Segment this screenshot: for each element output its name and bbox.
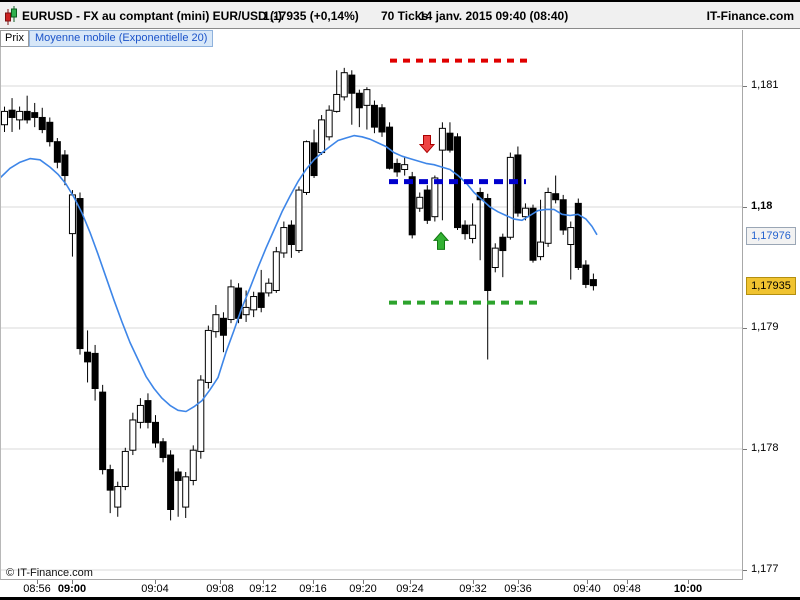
time-axis-label: 09:20 bbox=[349, 583, 377, 595]
window-bottom-edge bbox=[0, 597, 800, 600]
price-axis-tick bbox=[743, 448, 747, 450]
price-axis-tick bbox=[743, 569, 747, 571]
time-axis-tick bbox=[518, 580, 519, 584]
time-axis-label: 09:00 bbox=[57, 583, 87, 595]
time-axis-label: 09:16 bbox=[299, 583, 327, 595]
tab-prix[interactable]: Prix bbox=[0, 30, 29, 47]
time-axis-label: 09:24 bbox=[396, 583, 424, 595]
time-axis-tick bbox=[72, 580, 73, 584]
candle-canvas[interactable] bbox=[0, 30, 743, 580]
time-axis-label: 10:00 bbox=[673, 583, 703, 595]
instrument-title: EURUSD - FX au comptant (mini) EUR/USD (… bbox=[22, 9, 282, 23]
price-axis-tick bbox=[743, 85, 747, 87]
last-price-change: 1,17935 (+0,14%) bbox=[263, 9, 359, 23]
time-axis[interactable]: 08:56 09:00 09:04 09:08 09:12 09:16 09:20 09:24… bbox=[0, 580, 743, 597]
copyright-watermark: © IT-Finance.com bbox=[6, 567, 93, 579]
time-axis-label: 09:48 bbox=[613, 583, 641, 595]
price-axis-label: 1,18 bbox=[751, 200, 773, 212]
chart-toolbar: Prix Moyenne mobile (Exponentielle 20) bbox=[0, 30, 214, 47]
time-axis-label: 09:08 bbox=[206, 583, 234, 595]
plot-border bbox=[0, 30, 743, 580]
time-axis-tick bbox=[220, 580, 221, 584]
time-axis-label: 09:40 bbox=[573, 583, 601, 595]
time-axis-tick bbox=[313, 580, 314, 584]
price-axis-label: 1,178 bbox=[751, 442, 779, 454]
time-axis-tick bbox=[688, 580, 689, 584]
time-axis-label: 09:04 bbox=[141, 583, 169, 595]
time-axis-label: 08:56 bbox=[23, 583, 51, 595]
time-axis-tick bbox=[263, 580, 264, 584]
last-price-label: 1,17935 bbox=[746, 276, 796, 295]
chart-resolution: 70 Ticks bbox=[381, 9, 429, 23]
time-axis-label: 09:12 bbox=[249, 583, 277, 595]
price-axis-tick bbox=[743, 327, 747, 329]
price-axis-label: 1,179 bbox=[751, 321, 779, 333]
time-axis-label: 09:32 bbox=[459, 583, 487, 595]
buy-signal-arrow bbox=[432, 231, 450, 250]
candlestick-logo-icon bbox=[5, 6, 17, 25]
time-axis-tick bbox=[473, 580, 474, 584]
price-axis-label: 1,177 bbox=[751, 563, 779, 575]
sell-signal-arrow bbox=[418, 135, 436, 154]
price-axis-label: 1,181 bbox=[751, 79, 779, 91]
tab-moving-average-indicator[interactable]: Moyenne mobile (Exponentielle 20) bbox=[28, 30, 214, 47]
price-axis-tick bbox=[743, 206, 747, 208]
time-axis-tick bbox=[363, 580, 364, 584]
time-axis-tick bbox=[37, 580, 38, 584]
chart-datetime: 14 janv. 2015 09:40 (08:40) bbox=[419, 9, 569, 23]
ma-value-label: 1,17976 bbox=[746, 227, 796, 246]
price-axis[interactable]: 1,17976 1,17935 1,181 1,18 1,179 1,178 1,177 bbox=[743, 30, 800, 580]
time-axis-tick bbox=[627, 580, 628, 584]
brand-name: IT-Finance.com bbox=[706, 9, 794, 23]
chart-header: EURUSD - FX au comptant (mini) EUR/USD (… bbox=[0, 2, 800, 29]
time-axis-tick bbox=[587, 580, 588, 584]
time-axis-label: 09:36 bbox=[504, 583, 532, 595]
time-axis-tick bbox=[410, 580, 411, 584]
window-top-edge bbox=[0, 0, 800, 2]
time-axis-tick bbox=[155, 580, 156, 584]
